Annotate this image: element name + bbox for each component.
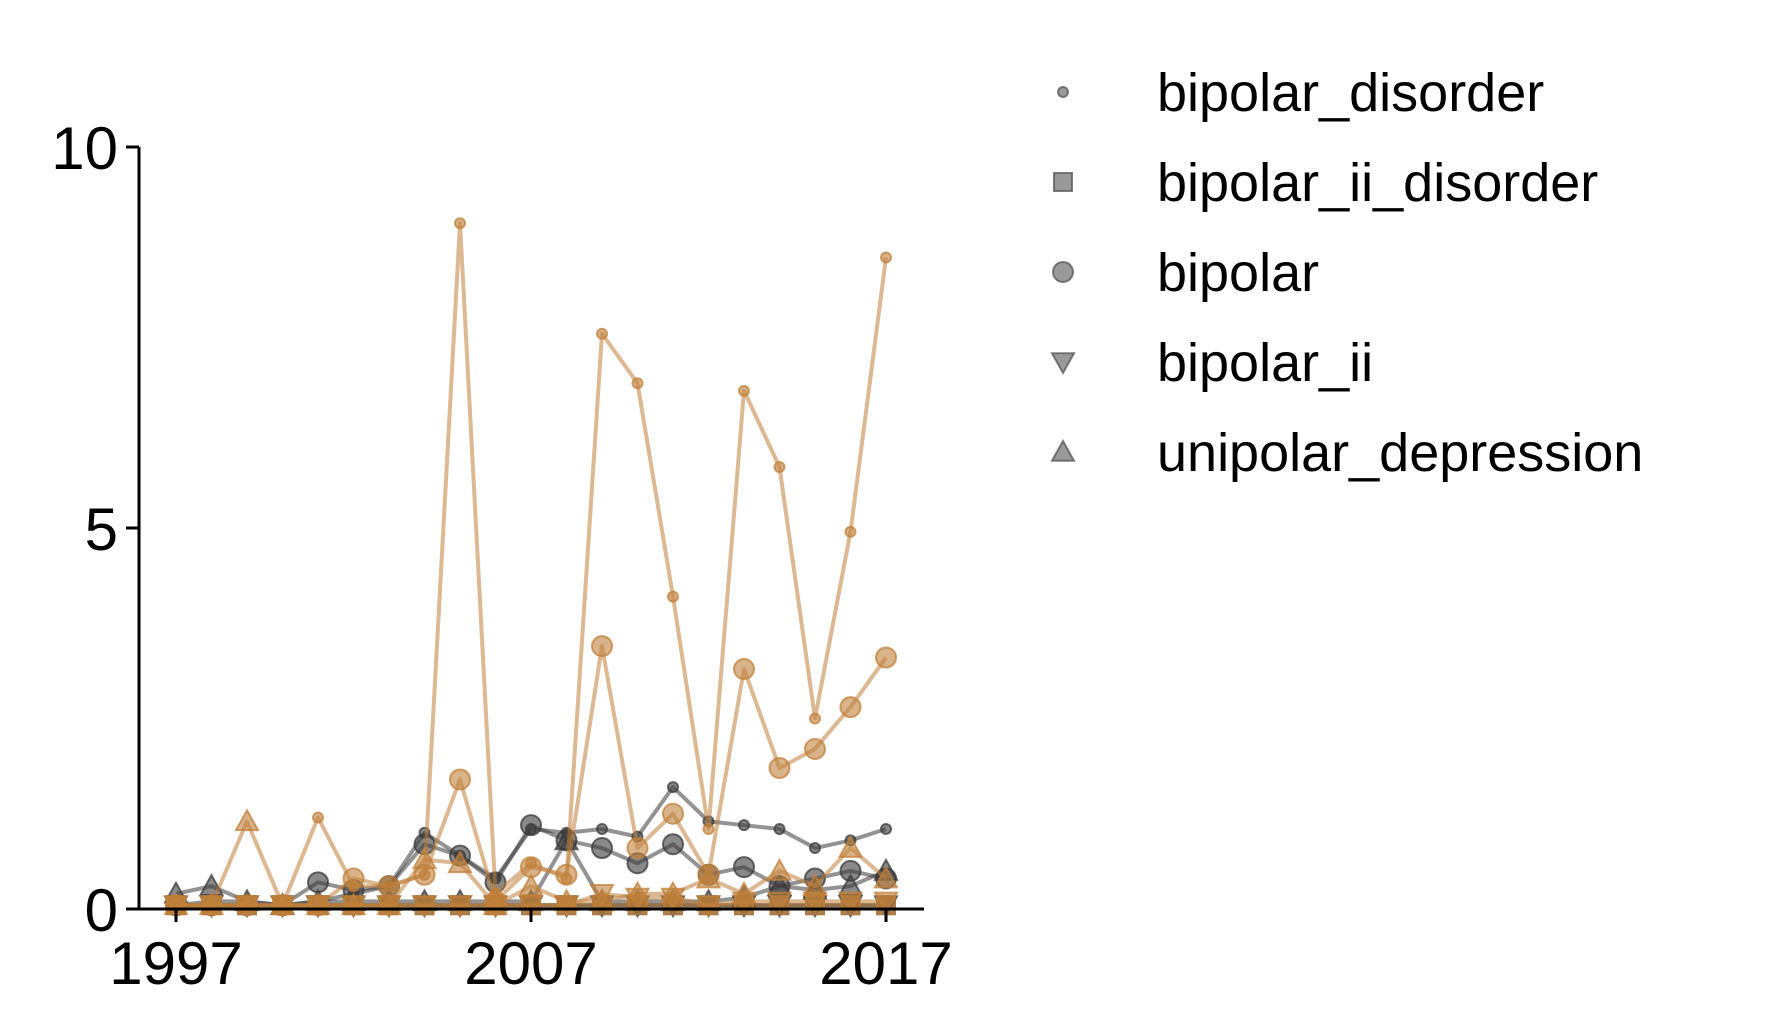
legend-label: bipolar_disorder — [1157, 63, 1544, 123]
data-point-bipolar — [626, 837, 649, 860]
data-point-bipolar_disorder — [809, 712, 821, 725]
data-point-unipolar_depression — [411, 846, 438, 870]
data-point-bipolar_disorder — [702, 822, 715, 835]
data-point-bipolar_disorder — [809, 842, 821, 855]
series-line-bipolar_disorder — [176, 221, 888, 908]
data-point-bipolar_ii — [234, 895, 260, 919]
data-point-unipolar_depression — [660, 880, 686, 904]
data-point-bipolar_ii — [447, 895, 473, 919]
data-point-bipolar_ii — [766, 891, 793, 915]
data-point-bipolar_disorder — [667, 590, 679, 603]
legend-label: unipolar_depression — [1157, 423, 1643, 483]
legend-item-bipolar_disorder: bipolar_disorder — [1057, 63, 1544, 123]
legend-marker-small-circle — [1057, 86, 1069, 98]
data-point-bipolar_disorder — [880, 251, 892, 264]
data-point-bipolar — [839, 696, 862, 719]
data-point-bipolar — [804, 737, 826, 760]
y-tick-label: 5 — [85, 496, 118, 563]
legend-label: bipolar_ii_disorder — [1157, 153, 1598, 213]
y-tick-label: 10 — [51, 115, 118, 182]
data-point-bipolar_ii — [518, 895, 544, 919]
data-point-bipolar_disorder — [667, 781, 679, 794]
data-point-bipolar — [449, 768, 471, 791]
data-point-bipolar — [875, 646, 897, 669]
legend: bipolar_disorder bipolar_ii_disorderbipol… — [1050, 63, 1643, 483]
data-point-bipolar — [733, 856, 755, 879]
legend-item-unipolar_depression: unipolar_depression — [1050, 423, 1643, 483]
data-point-bipolar — [555, 863, 578, 886]
plot-area — [163, 217, 899, 919]
data-point-bipolar_disorder — [738, 384, 750, 397]
data-point-bipolar — [733, 657, 755, 680]
legend-marker-circle — [1052, 261, 1074, 283]
data-point-bipolar_ii — [411, 895, 438, 919]
data-point-unipolar_depression — [447, 850, 473, 874]
legend-item-bipolar_ii: bipolar_ii — [1050, 333, 1373, 393]
data-point-bipolar — [591, 837, 613, 860]
data-point-bipolar_disorder — [454, 217, 466, 230]
data-point-bipolar_disorder — [596, 822, 608, 835]
x-tick-label: 2017 — [819, 930, 952, 997]
data-point-unipolar_depression — [234, 808, 260, 832]
legend-marker-triangle-up — [1050, 438, 1076, 462]
data-point-bipolar_ii — [873, 891, 899, 915]
data-point-bipolar_disorder — [596, 327, 608, 340]
data-point-bipolar_ii — [695, 895, 722, 919]
series-group-2 — [163, 217, 899, 919]
data-point-bipolar_disorder — [773, 822, 786, 835]
data-point-bipolar — [342, 867, 365, 890]
data-point-unipolar_depression — [624, 880, 651, 904]
x-tick-label: 2007 — [464, 930, 597, 997]
legend-item-bipolar: bipolar — [1052, 243, 1319, 303]
data-point-bipolar — [662, 833, 684, 856]
legend-item-bipolar_ii_disorder: bipolar_ii_disorder — [1053, 153, 1598, 213]
data-point-bipolar_disorder — [312, 811, 324, 824]
legend-marker-triangle-down — [1050, 352, 1076, 376]
data-point-unipolar_depression — [766, 857, 793, 881]
data-point-bipolar_disorder — [880, 822, 892, 835]
data-point-unipolar_depression — [837, 834, 864, 858]
data-point-bipolar_ii — [837, 891, 864, 915]
data-point-bipolar_disorder — [773, 461, 786, 474]
legend-label: bipolar — [1157, 243, 1319, 303]
legend-marker-square — [1053, 172, 1073, 192]
data-point-bipolar — [591, 635, 613, 658]
data-point-bipolar_disorder — [844, 525, 857, 538]
data-point-unipolar_depression — [518, 873, 544, 896]
data-point-bipolar_disorder — [738, 819, 750, 832]
axes: 0 5 10 1997 2007 2017 — [51, 115, 952, 997]
data-point-bipolar — [662, 802, 684, 825]
data-point-bipolar_disorder — [631, 377, 644, 390]
data-point-unipolar_depression — [802, 873, 828, 896]
data-point-unipolar_depression — [731, 880, 757, 904]
legend-label: bipolar_ii — [1157, 333, 1373, 393]
x-tick-label: 1997 — [109, 930, 242, 997]
data-point-unipolar_depression — [695, 865, 722, 889]
data-point-unipolar_depression — [873, 865, 899, 889]
data-point-bipolar — [520, 814, 542, 837]
data-point-bipolar — [768, 757, 791, 780]
y-tick-label: 0 — [85, 877, 118, 944]
